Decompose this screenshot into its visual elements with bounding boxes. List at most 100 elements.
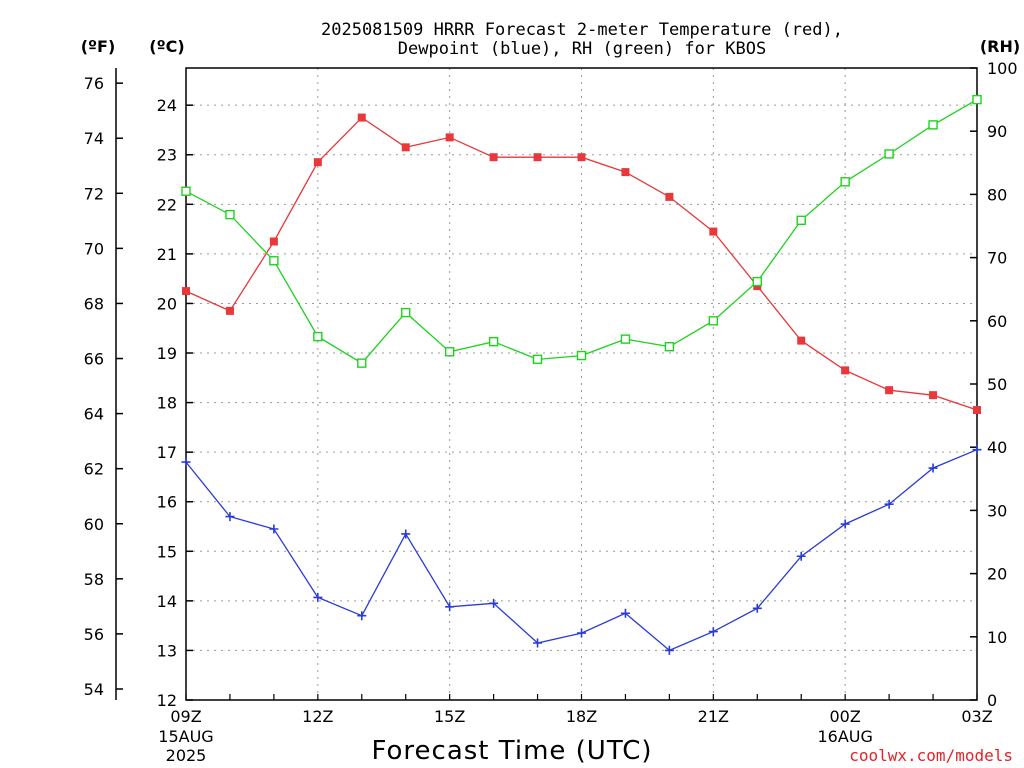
data-point-rh — [796, 215, 806, 226]
celsius-tick-label: 13 — [157, 641, 177, 660]
rh-tick-label: 20 — [987, 565, 1007, 584]
rh-tick-label: 30 — [987, 501, 1007, 520]
fahrenheit-unit-label: (ºF) — [81, 37, 116, 56]
series-line-dewpoint — [185, 449, 978, 652]
celsius-tick-label: 14 — [157, 592, 177, 611]
fahrenheit-tick-label: 60 — [84, 515, 104, 534]
data-point-dewpoint — [972, 445, 982, 455]
rh-tick-label: 60 — [987, 312, 1007, 331]
celsius-tick-label: 12 — [157, 691, 177, 710]
data-point-dewpoint — [269, 524, 279, 534]
fahrenheit-tick-label: 56 — [84, 625, 104, 644]
celsius-tick-label: 17 — [157, 443, 177, 462]
x-tick-label: 00Z — [830, 707, 861, 726]
fahrenheit-tick-label: 58 — [84, 570, 104, 589]
chart-title: 2025081509 HRRR Forecast 2-meter Tempera… — [321, 20, 843, 59]
data-point-rh — [313, 331, 323, 342]
data-point-dewpoint — [577, 628, 586, 638]
data-point-temperature — [225, 306, 234, 315]
fahrenheit-tick-label: 70 — [84, 239, 104, 258]
data-point-dewpoint — [796, 551, 806, 561]
celsius-tick-label: 24 — [157, 96, 177, 115]
axes: 12 13 14 15 16 17 18 19 20 21 22 23 24 54 56 58 60 62 64 66… — [84, 59, 1018, 765]
data-point-temperature — [182, 287, 190, 296]
data-point-temperature — [973, 406, 981, 415]
celsius-tick-label: 16 — [157, 493, 177, 512]
grid-lines — [185, 68, 978, 701]
data-point-rh — [620, 334, 631, 344]
x-tick-sublabel: 2025 — [166, 746, 207, 765]
data-point-temperature — [445, 133, 454, 142]
rh-tick-label: 50 — [987, 375, 1007, 394]
celsius-tick-label: 23 — [157, 146, 177, 165]
chart-title-line-2: Dewpoint (blue), RH (green) for KBOS — [398, 39, 766, 59]
fahrenheit-tick-label: 74 — [84, 129, 104, 148]
data-point-dewpoint — [181, 457, 191, 467]
data-point-temperature — [577, 153, 586, 162]
rh-tick-label: 70 — [987, 249, 1007, 268]
x-tick-label: 18Z — [566, 707, 597, 726]
x-tick-label: 21Z — [698, 707, 729, 726]
fahrenheit-tick-label: 66 — [84, 350, 104, 369]
data-point-temperature — [929, 391, 938, 400]
data-point-dewpoint — [884, 499, 894, 509]
data-point-temperature — [533, 153, 542, 162]
fahrenheit-tick-label: 62 — [84, 460, 104, 479]
data-point-temperature — [621, 168, 630, 177]
x-tick-label: 03Z — [961, 707, 992, 726]
fahrenheit-tick-label: 64 — [84, 405, 104, 424]
fahrenheit-tick-label: 68 — [84, 294, 104, 313]
data-point-rh — [664, 342, 675, 352]
x-tick-sublabel: 16AUG — [817, 727, 872, 746]
series-line-temperature — [185, 116, 978, 411]
rh-tick-label: 0 — [987, 691, 997, 710]
rh-tick-label: 80 — [987, 185, 1007, 204]
fahrenheit-tick-label: 54 — [84, 680, 104, 699]
fahrenheit-tick-label: 76 — [84, 74, 104, 93]
rh-tick-label: 40 — [987, 438, 1007, 457]
data-point-temperature — [665, 192, 674, 201]
celsius-unit-label: (ºC) — [149, 37, 184, 56]
rh-unit-label: (RH) — [980, 37, 1020, 56]
data-point-dewpoint — [225, 512, 235, 522]
data-point-dewpoint — [445, 602, 455, 612]
data-point-rh — [357, 358, 367, 368]
data-point-rh — [444, 347, 455, 357]
celsius-tick-label: 22 — [157, 195, 177, 214]
data-point-dewpoint — [708, 627, 718, 637]
data-point-rh — [401, 307, 411, 318]
data-point-rh — [225, 209, 235, 220]
data-point-rh — [269, 256, 279, 266]
data-point-dewpoint — [928, 463, 938, 473]
data-point-rh — [181, 186, 191, 196]
data-point-dewpoint — [840, 519, 850, 529]
celsius-tick-label: 20 — [157, 294, 177, 313]
x-tick-sublabel: 15AUG — [158, 727, 213, 746]
data-point-rh — [708, 316, 719, 326]
rh-tick-label: 100 — [987, 59, 1018, 78]
data-point-dewpoint — [313, 592, 323, 602]
celsius-tick-label: 18 — [157, 394, 177, 413]
data-point-temperature — [709, 227, 718, 236]
data-point-rh — [884, 149, 894, 159]
data-point-rh — [972, 94, 982, 105]
data-point-rh — [752, 276, 762, 287]
celsius-tick-label: 19 — [157, 344, 177, 363]
rh-tick-label: 90 — [987, 122, 1007, 141]
data-point-temperature — [841, 366, 850, 375]
celsius-tick-label: 15 — [157, 542, 177, 561]
series-temperature — [182, 113, 981, 415]
data-point-temperature — [269, 237, 278, 246]
x-tick-label: 15Z — [434, 707, 465, 726]
data-point-temperature — [401, 143, 410, 152]
data-point-temperature — [797, 336, 806, 345]
fahrenheit-tick-label: 72 — [84, 184, 104, 203]
data-series — [181, 94, 982, 655]
rh-tick-label: 10 — [987, 628, 1007, 647]
data-point-rh — [576, 350, 587, 361]
data-point-temperature — [885, 386, 894, 395]
data-point-temperature — [489, 153, 498, 162]
x-tick-label: 12Z — [302, 707, 333, 726]
data-point-temperature — [357, 113, 366, 122]
